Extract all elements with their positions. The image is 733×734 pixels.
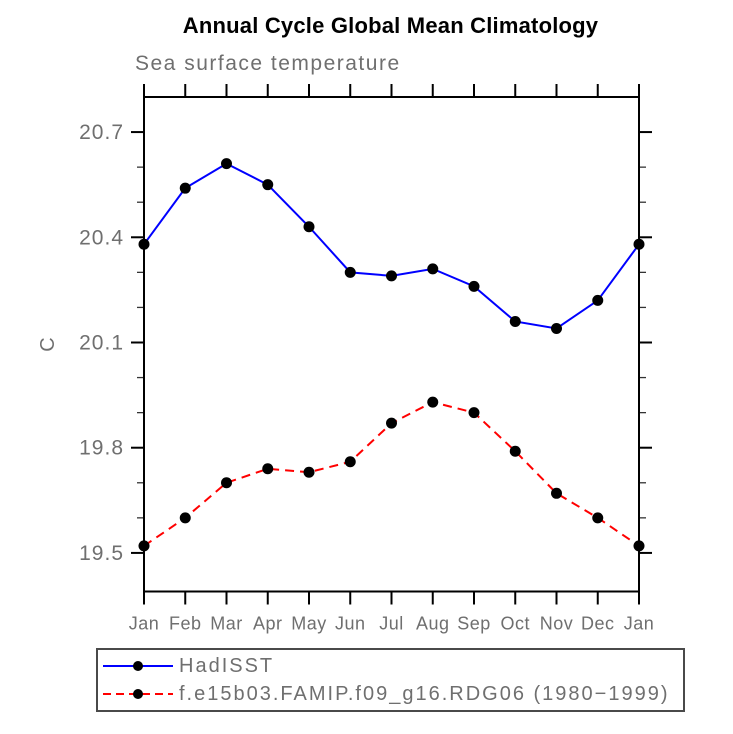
x-tick-label: Mar bbox=[210, 614, 243, 634]
data-point-marker bbox=[303, 466, 315, 478]
chart-subtitle: Sea surface temperature bbox=[135, 52, 401, 75]
chart-title: Annual Cycle Global Mean Climatology bbox=[182, 13, 599, 38]
data-point-marker bbox=[468, 407, 480, 419]
y-tick-label: 19.5 bbox=[79, 542, 124, 565]
y-tick-label: 20.7 bbox=[79, 121, 124, 144]
y-tick-label: 20.4 bbox=[79, 226, 124, 249]
data-point-marker bbox=[592, 294, 604, 306]
data-point-marker bbox=[592, 512, 604, 524]
data-point-marker bbox=[509, 445, 521, 457]
data-point-marker bbox=[262, 463, 274, 475]
data-point-marker bbox=[138, 238, 150, 250]
data-point-marker bbox=[221, 158, 232, 170]
x-tick-label: Nov bbox=[540, 614, 574, 634]
x-tick-label: Feb bbox=[169, 614, 202, 634]
legend-box: HadISST f.e15b03.FAMIP.f09_g16.RDG06 (19… bbox=[96, 648, 685, 712]
y-tick-label: 19.8 bbox=[79, 437, 124, 460]
data-point-marker bbox=[344, 456, 356, 468]
x-tick-label: Jan bbox=[624, 614, 655, 634]
y-tick-label: 20.1 bbox=[79, 331, 124, 354]
data-point-marker bbox=[509, 315, 521, 327]
legend-row-hadisst: HadISST bbox=[103, 652, 683, 680]
data-point-marker bbox=[303, 221, 315, 233]
x-tick-label: Aug bbox=[416, 614, 450, 634]
data-point-marker bbox=[221, 477, 232, 489]
data-point-marker bbox=[551, 487, 562, 499]
x-tick-label: Apr bbox=[253, 614, 283, 634]
legend-marker-dot bbox=[133, 661, 143, 671]
data-point-marker bbox=[427, 263, 439, 275]
plot-frame bbox=[143, 96, 640, 593]
data-point-marker bbox=[551, 322, 562, 334]
x-tick-label: Jan bbox=[129, 614, 160, 634]
y-axis-title: C bbox=[37, 336, 59, 351]
x-tick-label: Jun bbox=[335, 614, 366, 634]
data-point-marker bbox=[427, 396, 439, 408]
data-point-marker bbox=[179, 182, 191, 194]
x-tick-label: Jul bbox=[379, 614, 404, 634]
data-point-marker bbox=[386, 270, 397, 282]
data-point-marker bbox=[262, 179, 274, 191]
data-point-marker bbox=[344, 266, 356, 278]
x-tick-label: May bbox=[291, 614, 327, 634]
data-point-marker bbox=[386, 417, 397, 429]
legend-row-model: f.e15b03.FAMIP.f09_g16.RDG06 (1980−1999) bbox=[103, 680, 683, 708]
legend-swatch-model bbox=[103, 689, 173, 699]
legend-label-model: f.e15b03.FAMIP.f09_g16.RDG06 (1980−1999) bbox=[179, 682, 670, 705]
data-point-marker bbox=[138, 540, 150, 552]
data-point-marker bbox=[633, 540, 645, 552]
x-tick-label: Sep bbox=[457, 614, 491, 634]
data-point-marker bbox=[468, 280, 480, 292]
x-tick-label: Dec bbox=[581, 614, 615, 634]
data-point-marker bbox=[633, 238, 645, 250]
series-line-hadisst bbox=[143, 162, 640, 330]
legend-marker-dot bbox=[133, 689, 143, 699]
legend-label-hadisst: HadISST bbox=[179, 654, 275, 677]
legend-swatch-hadisst bbox=[103, 661, 173, 671]
x-tick-label: Oct bbox=[500, 614, 530, 634]
data-point-marker bbox=[179, 512, 191, 524]
